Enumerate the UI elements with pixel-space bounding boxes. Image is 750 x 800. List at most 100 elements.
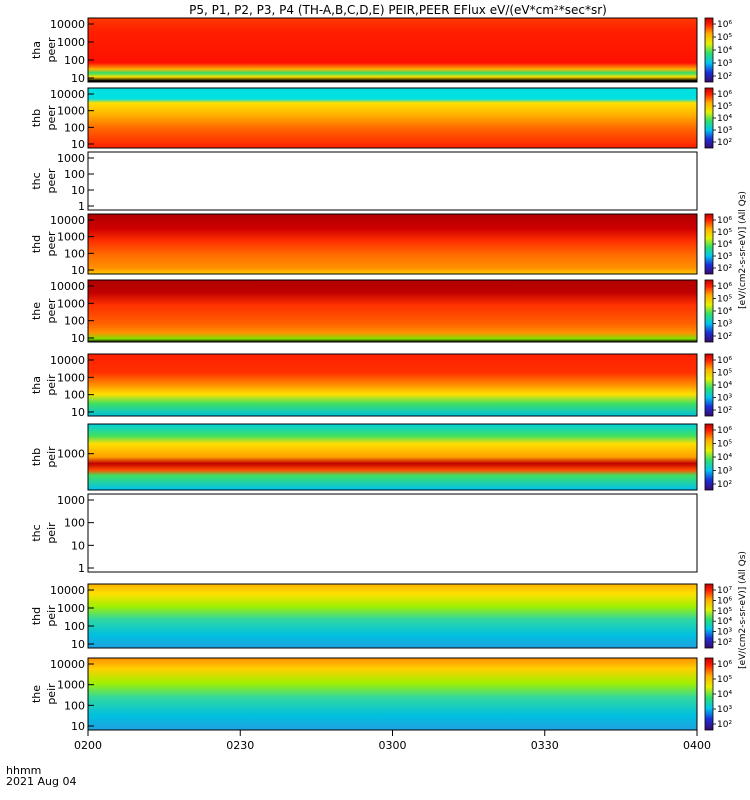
colorbar-tick-label: 10² (717, 638, 732, 648)
y-tick-label: 100 (64, 121, 85, 134)
colorbar-tick-label: 10³ (717, 394, 732, 404)
colorbar-tick-label: 10⁶ (717, 426, 732, 436)
y-tick-label: 10000 (50, 88, 85, 101)
colorbar-tick-label: 10³ (717, 252, 732, 262)
y-tick-label: 100 (64, 315, 85, 328)
y-tick-label: 1 (78, 200, 85, 213)
colorbar-tick-label: 10⁵ (717, 295, 732, 305)
y-tick-label: 10000 (50, 280, 85, 293)
panel-the-peir: 10⁶ 10⁵ 10⁴ 10³ 10² 10000 1000 100 10 the peir (30, 657, 732, 733)
y-label-species: peer (45, 298, 58, 324)
colorbar-tick-label: 10⁵ (717, 675, 732, 685)
y-label-probe: thd (30, 235, 43, 253)
colorbar-tick-label: 10⁴ (717, 46, 732, 56)
colorbar-tick-label: 10² (717, 138, 732, 148)
y-label-species: peir (45, 605, 58, 627)
y-tick-label: 1000 (57, 231, 85, 244)
colorbar-tick-label: 10⁴ (717, 114, 732, 124)
colorbar-tha-peer (704, 17, 714, 83)
y-label-probe: thc (30, 172, 43, 189)
colorbar-tick-label: 10³ (717, 126, 732, 136)
colorbar-tick-label: 10³ (717, 59, 732, 69)
colorbar-tick-label: 10⁵ (717, 440, 732, 450)
x-tick-label: 0230 (226, 739, 254, 752)
colorbar-tha-peir (704, 353, 714, 417)
spectrogram-tha-peir (88, 354, 697, 416)
spectrogram-the-peir (88, 658, 697, 730)
colorbar-tick-label: 10⁶ (717, 90, 732, 100)
y-tick-label: 10 (71, 638, 85, 651)
x-corner-label-time: hhmm (6, 764, 41, 777)
y-tick-label: 10 (71, 539, 85, 552)
y-tick-label: 1000 (57, 494, 85, 507)
y-tick-label: 10 (71, 720, 85, 733)
y-tick-label: 100 (64, 389, 85, 402)
colorbar-tick-label: 10⁶ (717, 282, 732, 292)
colorbar-tick-label: 10⁵ (717, 607, 732, 617)
y-label-probe: the (30, 302, 43, 320)
y-tick-label: 10 (71, 184, 85, 197)
colorbar-tick-label: 10² (717, 720, 732, 730)
colorbar-tick-label: 10⁴ (717, 453, 732, 463)
colorbar-tick-label: 10⁵ (717, 369, 732, 379)
chart-title: P5, P1, P2, P3, P4 (TH-A,B,C,D,E) PEIR,P… (189, 3, 607, 17)
y-tick-label: 1000 (57, 371, 85, 384)
spectrogram-thb-peer (88, 88, 697, 148)
x-corner-label-date: 2021 Aug 04 (6, 775, 76, 788)
colorbar-tick-label: 10³ (717, 628, 732, 638)
colorbar-tick-label: 10³ (717, 467, 732, 477)
x-tick-label: 0400 (683, 739, 711, 752)
colorbar-tick-label: 10⁷ (717, 586, 732, 596)
y-tick-label: 10000 (50, 658, 85, 671)
x-tick-label: 0200 (74, 739, 102, 752)
y-tick-label: 10000 (50, 18, 85, 31)
spectrogram-the-peer (88, 280, 697, 342)
y-tick-label: 10 (71, 264, 85, 277)
spectrogram-thd-peer (88, 214, 697, 274)
y-tick-label: 1000 (57, 36, 85, 49)
panel-frame-thc-peir (87, 493, 698, 573)
y-label-species: peer (45, 231, 58, 257)
colorbar-tick-label: 10⁶ (717, 216, 732, 226)
y-tick-label: 100 (64, 699, 85, 712)
y-label-species: peir (45, 446, 58, 468)
y-label-probe: tha (30, 41, 43, 59)
y-tick-label: 100 (64, 247, 85, 260)
y-tick-label: 1000 (57, 105, 85, 118)
y-tick-label: 100 (64, 517, 85, 530)
y-tick-label: 10000 (50, 354, 85, 367)
y-tick-label: 10000 (50, 214, 85, 227)
colorbar-the-peer (704, 279, 714, 343)
colorbar-tick-label: 10⁴ (717, 617, 732, 627)
colorbar-tick-label: 10⁴ (717, 690, 732, 700)
y-label-species: peer (45, 37, 58, 63)
colorbar-axis-label-bottom: [eV/(cm2-s-sr-eV)] (All Qs) (738, 551, 748, 669)
colorbar-tick-label: 10² (717, 72, 732, 82)
panel-frame-tha-peer (87, 17, 698, 83)
y-tick-label: 10 (71, 72, 85, 85)
x-tick-label: 0330 (531, 739, 559, 752)
panel-frame-thd-peir (87, 583, 698, 649)
y-tick-label: 10 (71, 332, 85, 345)
y-label-probe: the (30, 685, 43, 703)
x-axis: 0200 0230 0300 0330 0400 (74, 730, 711, 752)
y-label-probe: thc (30, 524, 43, 541)
colorbar-thb-peer (704, 87, 714, 149)
colorbar-thd-peer (704, 213, 714, 275)
y-tick-label: 100 (64, 168, 85, 181)
panel-thb-peer: 10⁶ 10⁵ 10⁴ 10³ 10² 10000 1000 100 10 thb peer (30, 87, 732, 151)
y-label-probe: thd (30, 607, 43, 625)
panel-the-peer: 10⁶ 10⁵ 10⁴ 10³ 10² 10000 1000 100 10 the peer (30, 279, 732, 345)
colorbar-tick-label: 10⁴ (717, 381, 732, 391)
panel-tha-peir: 10⁶ 10⁵ 10⁴ 10³ 10² 10000 1000 100 10 tha peir (30, 353, 732, 419)
y-tick-label: 1000 (57, 448, 85, 461)
colorbar-thb-peir (704, 423, 714, 491)
colorbar-tick-label: 10⁵ (717, 33, 732, 43)
y-label-probe: tha (30, 376, 43, 394)
panel-thc-peer: 1000 100 10 1 thc peer (30, 151, 698, 213)
x-tick-label: 0300 (379, 739, 407, 752)
colorbar-the-peir (704, 657, 714, 731)
spectrogram-thd-peir (88, 584, 697, 648)
colorbar-tick-label: 10³ (717, 705, 732, 715)
colorbar-axis-label-top: [eV/(cm2-s-sr-eV)] (All Qs) (738, 191, 748, 309)
